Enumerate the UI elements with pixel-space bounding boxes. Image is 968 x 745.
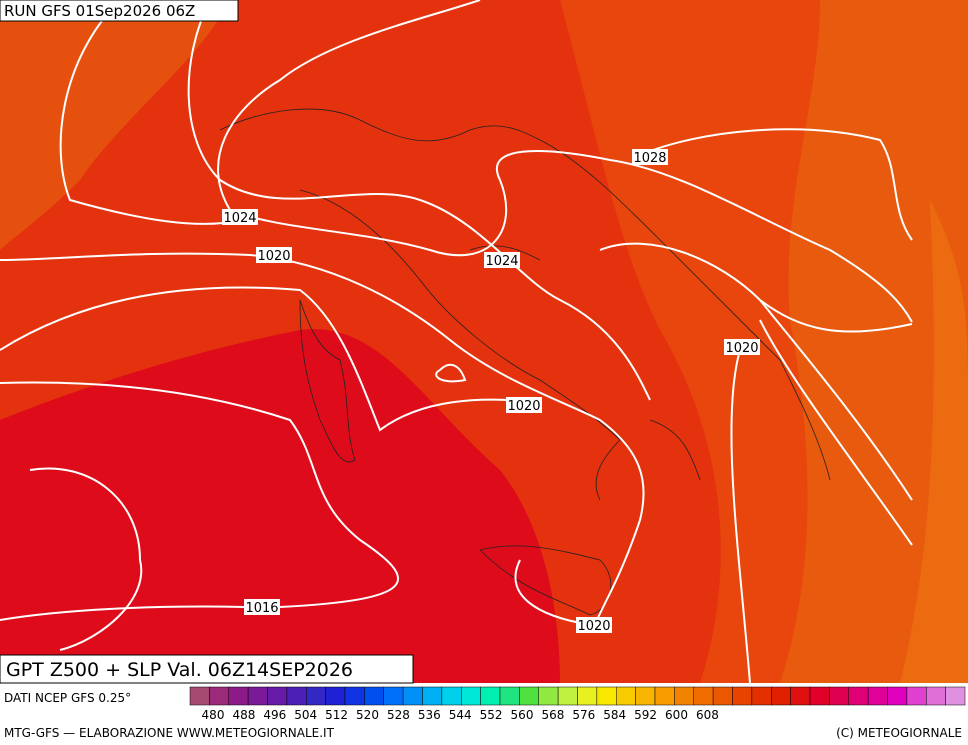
title-box [0,654,414,684]
map-title: GPT Z500 + SLP Val. 06Z14SEP2026 [6,659,353,681]
colorbar-tick-label: 544 [449,708,472,722]
colorbar-swatch [247,686,268,706]
field-region [0,329,560,683]
colorbar-tick-label: 512 [325,708,348,722]
colorbar-swatch [441,686,462,706]
isobar-label-box [724,339,760,355]
colorbar-tick-label: 600 [665,708,688,722]
colorbar-swatch [499,686,520,706]
isobar-label-box [632,149,668,165]
colorbar-swatch [557,686,578,706]
colorbar-swatch [654,686,675,706]
isobar-label: 1024 [223,211,256,226]
colorbar-tick-label: 576 [572,708,595,722]
colorbar-tick-label: 528 [387,708,410,722]
isobar-labels: 1028 1024 1024 1020 1020 1020 1020 1016 [222,149,760,634]
colorbar-swatch [228,686,249,706]
colorbar-swatch [906,686,927,706]
colorbar: 480 488 496 504 512 520 528 536 544 552 560 568 576 5… [189,686,966,722]
colorbar-swatch [945,686,966,706]
colorbar-tick-label: 560 [511,708,534,722]
header-box [0,0,239,22]
isobars [0,0,913,684]
colorbar-swatch [867,686,888,706]
colorbar-tick-label: 488 [232,708,255,722]
isobar-label-box [506,397,542,413]
colorbar-tick-label: 592 [634,708,657,722]
colorbar-swatch [383,686,404,706]
colorbar-swatch [926,686,946,706]
colorbar-swatch [771,686,791,706]
colorbar-swatch [712,686,733,706]
isobar-label-box [244,599,280,615]
colorbar-swatch [364,686,384,706]
colorbar-swatch [325,686,346,706]
field-region [900,200,968,683]
isobar-label: 1020 [257,249,290,264]
credit: MTG-GFS — ELABORAZIONE WWW.METEOGIORNALE… [4,726,335,740]
colorbar-tick-label: 480 [202,708,225,722]
isobar-label: 1020 [725,341,758,356]
isobar-label-box [484,252,520,268]
colorbar-tick-label: 568 [541,708,564,722]
colorbar-swatch [829,686,849,706]
colorbar-swatch [480,686,501,706]
colorbar-swatch [848,686,869,706]
isobar-label: 1016 [245,601,278,616]
field-region [780,0,968,683]
colorbar-swatch [887,686,908,706]
isobar-label-box [256,247,292,263]
colorbar-swatch [635,686,656,706]
isobar-label: 1020 [507,399,540,414]
colorbar-swatch [538,686,559,706]
colorbar-swatch [790,686,811,706]
colorbar-swatch [693,686,714,706]
colorbar-tick-label: 552 [480,708,503,722]
colorbar-tick-label: 536 [418,708,441,722]
copyright: (C) METEOGIORNALE [836,726,962,740]
colorbar-swatch [616,686,636,706]
colorbar-swatch [189,686,210,706]
colorbar-swatch [751,686,772,706]
colorbar-swatch [596,686,617,706]
colorbar-tick-label: 520 [356,708,379,722]
colorbar-swatch [732,686,753,706]
colorbar-swatch [461,686,481,706]
colorbar-swatch [267,686,288,706]
colorbar-swatch [402,686,423,706]
colorbar-swatch [519,686,539,706]
isobar-label-box [576,617,612,633]
isobar-label: 1028 [633,151,666,166]
isobar-label: 1024 [485,254,518,269]
colorbar-swatch [577,686,598,706]
field-region [0,0,230,250]
run-label: RUN GFS 01Sep2026 06Z [4,2,195,20]
colorbar-swatch [286,686,307,706]
colorbar-tick-label: 584 [603,708,626,722]
colorbar-swatch [306,686,326,706]
colorbar-tick-label: 504 [294,708,317,722]
colorbar-swatch [422,686,443,706]
colorbar-swatch [209,686,229,706]
colorbar-swatch [674,686,694,706]
colorbar-swatch [809,686,830,706]
colorbar-tick-label: 496 [263,708,286,722]
isobar-label: 1020 [577,619,610,634]
source-label: DATI NCEP GFS 0.25° [4,691,131,705]
isobar-label-box [222,209,258,225]
colorbar-tick-label: 608 [696,708,719,722]
colorbar-swatch [344,686,365,706]
